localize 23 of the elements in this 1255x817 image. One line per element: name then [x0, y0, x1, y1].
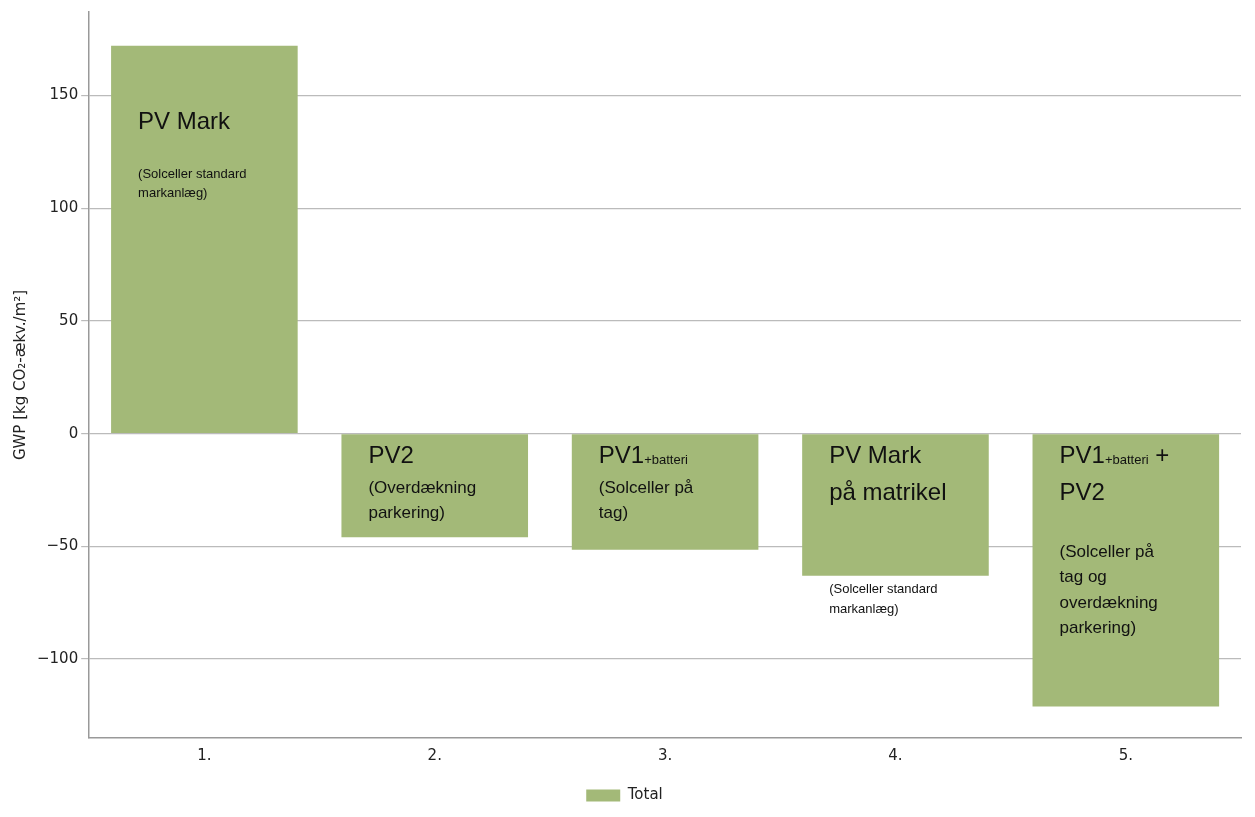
- annotation: (Solceller standard markanlæg): [138, 165, 247, 201]
- x-tick-label: 3.: [657, 745, 673, 764]
- y-axis-title: GWP [kg CO₂-ækv./m²]: [10, 289, 29, 461]
- y-tick-label: 50: [59, 310, 79, 329]
- text: (Solceller på tag og overdækning parkering): [1059, 541, 1158, 638]
- y-tick-label: 0: [68, 423, 79, 442]
- y-tick-label: 150: [49, 85, 79, 104]
- x-tick-label: 1.: [197, 745, 212, 764]
- annotation: PV Mark: [138, 107, 232, 135]
- x-tick-label: 2.: [427, 745, 442, 764]
- text: (Solceller på tag): [598, 477, 694, 523]
- annotation: PV1+batteri: [598, 441, 688, 469]
- annotation: PV2: [368, 441, 414, 469]
- y-tick-label: −50: [46, 536, 79, 555]
- annotation: PV Mark på matrikel: [829, 441, 947, 506]
- x-tick-label: 4.: [888, 745, 903, 764]
- legend-label: Total: [626, 785, 663, 804]
- y-tick-label: 100: [49, 198, 79, 217]
- annotation: (Solceller standard markanlæg): [829, 581, 938, 616]
- x-tick-label: 5.: [1118, 745, 1133, 764]
- annotation: (Overdækning parkering): [368, 477, 477, 523]
- text: PV1+batteri + PV2: [1059, 441, 1170, 506]
- y-tick-label: −100: [37, 648, 79, 667]
